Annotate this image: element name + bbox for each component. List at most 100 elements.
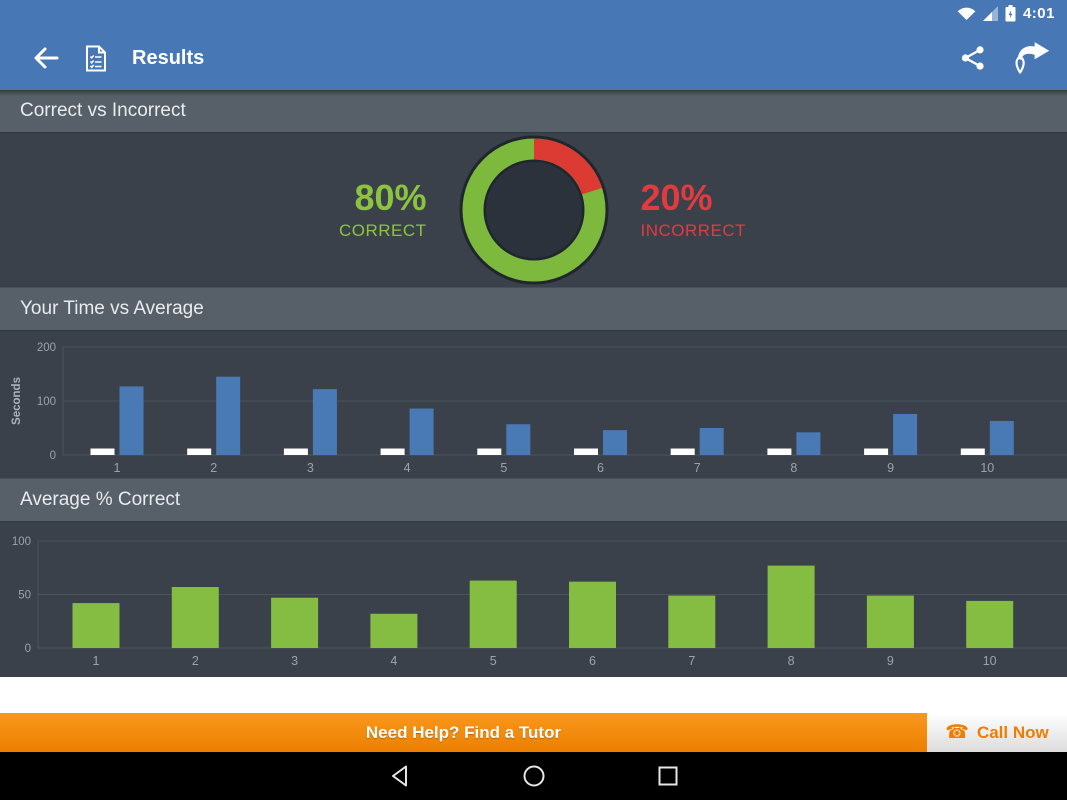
x-category-label: 3 [291, 654, 298, 668]
bar [670, 448, 695, 455]
bar [90, 448, 115, 455]
y-axis-title: Seconds [11, 377, 23, 425]
bar [380, 448, 405, 455]
y-tick-label: 50 [18, 590, 31, 602]
average-correct-bar-chart: 0 50 100 1 2 3 4 5 6 7 8 9 10 [12, 536, 1067, 668]
bar [283, 448, 308, 455]
x-category-label: 8 [788, 654, 795, 668]
bar [960, 448, 985, 455]
nav-back-icon [391, 765, 407, 787]
y-tick-label: 100 [37, 396, 56, 408]
bar [699, 428, 724, 455]
app-bar: Results [0, 26, 1067, 90]
whiteboard-button[interactable] [1011, 38, 1051, 78]
back-button[interactable] [26, 38, 66, 78]
tutor-banner: Need Help? Find a Tutor ☎ Call Now [0, 713, 1067, 752]
y-tick-label: 0 [25, 643, 31, 655]
y-tick-label: 0 [50, 450, 56, 462]
bar [893, 413, 918, 455]
call-now-label: Call Now [976, 722, 1049, 742]
x-category-label: 1 [93, 654, 100, 668]
x-category-label: 2 [192, 654, 199, 668]
correct-label: CORRECT [338, 220, 427, 240]
battery-charging-icon [1005, 4, 1016, 21]
wifi-icon [957, 7, 976, 20]
nav-home-button[interactable] [520, 762, 548, 790]
time-chart-section: 0 100 200 Seconds 1 2 3 4 5 6 7 8 9 10 [0, 331, 1067, 478]
bar [370, 613, 418, 648]
document-button [76, 38, 116, 78]
bar [271, 597, 319, 648]
status-time: 4:01 [1022, 4, 1055, 22]
phone-icon: ☎ [945, 722, 969, 743]
x-category-label: 9 [887, 654, 894, 668]
bar [866, 595, 914, 648]
correct-percentage: 80% [354, 177, 427, 219]
bar [668, 595, 716, 648]
x-category-label: 1 [114, 461, 121, 475]
x-category-label: 6 [597, 461, 604, 475]
donut-incorrect-arc [462, 138, 605, 282]
x-category-label: 2 [210, 461, 217, 475]
incorrect-percentage: 20% [640, 177, 713, 219]
nav-home-icon [523, 765, 544, 787]
section-title: Correct vs Incorrect [20, 100, 186, 121]
share-icon [961, 46, 984, 70]
incorrect-label: INCORRECT [640, 220, 747, 240]
correct-summary: 80% CORRECT [227, 179, 427, 241]
section-header-correct-vs-incorrect: Correct vs Incorrect [0, 90, 1067, 133]
white-strip [0, 677, 1067, 713]
x-category-label: 4 [390, 654, 397, 668]
call-now-button[interactable]: ☎ Call Now [927, 713, 1067, 752]
x-category-label: 3 [307, 461, 314, 475]
bar [312, 389, 337, 455]
bar [171, 587, 219, 648]
bar [409, 408, 434, 455]
find-tutor-button[interactable]: Need Help? Find a Tutor [0, 713, 927, 752]
donut-center [485, 162, 582, 258]
x-category-label: 7 [688, 654, 695, 668]
correct-incorrect-donut-chart [459, 135, 608, 285]
incorrect-summary: 20% INCORRECT [641, 179, 841, 241]
donut-section: 80% CORRECT 20% INCORRECT [0, 133, 1067, 287]
x-category-label: 10 [980, 461, 994, 475]
bar [477, 448, 502, 455]
x-category-label: 5 [490, 654, 497, 668]
x-category-label: 9 [887, 461, 894, 475]
bar [796, 432, 821, 455]
bar [767, 565, 815, 648]
bar [187, 448, 212, 455]
nav-recents-icon [658, 766, 677, 786]
page-title: Results [132, 46, 205, 69]
section-title: Your Time vs Average [20, 298, 204, 319]
nav-recents-button[interactable] [654, 762, 682, 790]
bar [767, 448, 792, 455]
bar [469, 580, 517, 648]
nav-back-button[interactable] [386, 762, 414, 790]
bar [574, 448, 598, 455]
section-header-average-correct: Average % Correct [0, 478, 1067, 522]
bar [989, 420, 1014, 455]
x-category-label: 7 [694, 461, 701, 475]
time-vs-average-bar-chart: 0 100 200 Seconds 1 2 3 4 5 6 7 8 9 10 [11, 342, 1067, 475]
document-icon [86, 45, 106, 71]
status-bar: 4:01 [0, 0, 1067, 26]
bar [119, 386, 144, 455]
top-bar: 4:01 Results [0, 0, 1067, 90]
x-category-label: 10 [983, 654, 997, 668]
section-header-time-vs-average: Your Time vs Average [0, 287, 1067, 331]
x-category-label: 4 [404, 461, 411, 475]
bar [216, 376, 241, 455]
bar [603, 430, 627, 455]
bar [864, 448, 889, 455]
swoosh-arrow-icon [1015, 42, 1050, 74]
bar [506, 424, 531, 455]
android-nav-bar [0, 752, 1067, 800]
bar [72, 603, 120, 648]
x-category-label: 8 [790, 461, 797, 475]
average-correct-chart-section: 0 50 100 1 2 3 4 5 6 7 8 9 10 [0, 522, 1067, 677]
share-button[interactable] [953, 38, 993, 78]
y-tick-label: 100 [12, 536, 31, 548]
y-tick-label: 200 [37, 342, 56, 354]
